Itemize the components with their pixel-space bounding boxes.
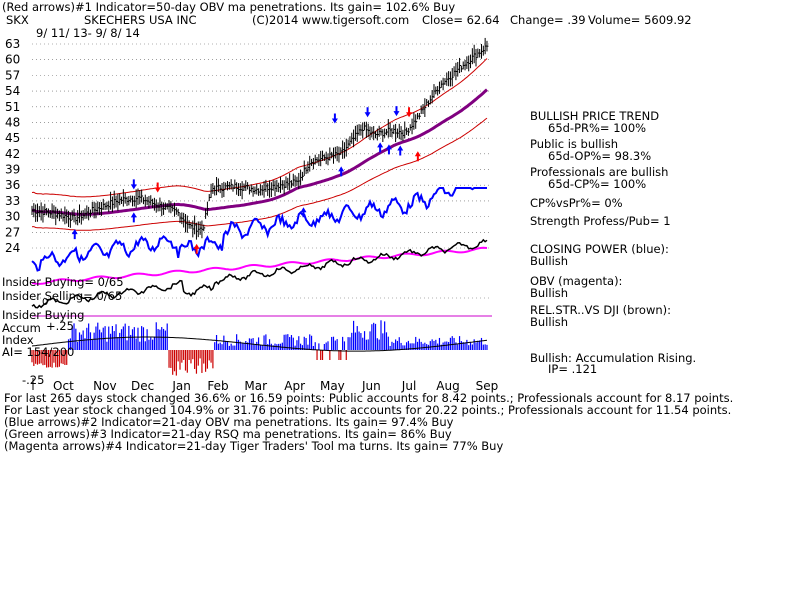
sell-arrow-blue bbox=[331, 113, 338, 124]
buy-arrow-blue bbox=[130, 212, 137, 223]
index-label: Index bbox=[2, 333, 34, 347]
buy-arrow-red bbox=[414, 151, 421, 162]
footer-265-days: For last 265 days stock changed 36.6% or… bbox=[4, 391, 734, 405]
y-tick-label: 33 bbox=[5, 194, 20, 208]
y-tick-label: 60 bbox=[5, 53, 20, 67]
y-tick-label: 39 bbox=[5, 163, 20, 177]
ai-value: AI= 154/200 bbox=[2, 345, 75, 359]
zero-label: 0 bbox=[42, 297, 49, 308]
copyright: (C)2014 www.tigersoft.com bbox=[252, 13, 410, 27]
month-label: May bbox=[320, 379, 345, 393]
month-label: Aug bbox=[436, 379, 459, 393]
closing-power-line bbox=[31, 187, 487, 272]
price-change: Change= .39 bbox=[510, 13, 586, 27]
op-percent: 65d-OP%= 98.3% bbox=[548, 149, 652, 163]
insider-buying-label: Insider Buying bbox=[2, 308, 85, 322]
magenta-arrows-indicator: (Magenta arrows)#4 Indicator=21-day Tige… bbox=[4, 439, 504, 453]
y-tick-label: 36 bbox=[5, 178, 20, 192]
pr-percent: 65d-PR%= 100% bbox=[548, 121, 647, 135]
month-label: Oct bbox=[53, 379, 74, 393]
cp-vs-pr: CP%vsPr%= 0% bbox=[530, 196, 623, 210]
insider-buying: Insider Buying= 0/65 bbox=[2, 275, 124, 289]
green-arrows-indicator: (Green arrows)#3 Indicator=21-day RSQ ma… bbox=[4, 427, 452, 441]
y-tick-label: 57 bbox=[5, 68, 20, 82]
accum-label: Accum bbox=[2, 321, 41, 335]
y-tick-label: 51 bbox=[5, 100, 20, 114]
ip-value: IP= .121 bbox=[548, 362, 598, 376]
sell-arrow-blue bbox=[130, 179, 137, 190]
month-label: Apr bbox=[284, 379, 305, 393]
price-trend: BULLISH PRICE TREND bbox=[530, 109, 660, 123]
moving-average bbox=[31, 88, 488, 216]
company-name: SKECHERS USA INC bbox=[84, 13, 197, 27]
month-label: Jul bbox=[401, 379, 416, 393]
footer-last-year: For Last year stock changed 104.9% or 31… bbox=[4, 403, 732, 417]
strength-ratio: Strength Profess/Pub= 1 bbox=[530, 214, 671, 228]
month-label: Mar bbox=[244, 379, 267, 393]
upper-band bbox=[31, 58, 488, 198]
month-label: Sep bbox=[476, 379, 499, 393]
plus25-label: +.25 bbox=[46, 319, 74, 333]
y-tick-label: 24 bbox=[5, 241, 20, 255]
professionals-status: Professionals are bullish bbox=[530, 165, 669, 179]
buy-arrow-red bbox=[193, 243, 200, 254]
buy-arrow-blue bbox=[385, 144, 392, 155]
month-label: Dec bbox=[131, 379, 154, 393]
sell-arrow-blue bbox=[393, 106, 400, 117]
buy-arrow-blue bbox=[71, 229, 78, 240]
y-tick-label: 54 bbox=[5, 84, 20, 98]
public-status: Public is bullish bbox=[530, 137, 618, 151]
close-price: Close= 62.64 bbox=[422, 13, 500, 27]
accumulation-status: Bullish: Accumulation Rising. bbox=[530, 351, 697, 365]
relative-strength-line bbox=[31, 238, 488, 309]
sell-arrow-red bbox=[154, 182, 161, 193]
closing-power-status: Bullish bbox=[530, 254, 569, 268]
sell-arrow-blue bbox=[364, 107, 371, 118]
red-arrows-indicator: (Red arrows)#1 Indicator=50-day OBV ma p… bbox=[2, 0, 456, 14]
buy-arrow-blue bbox=[338, 166, 345, 177]
date-range: 9/ 11/ 13- 9/ 8/ 14 bbox=[36, 26, 140, 40]
insider-selling: Insider Selling= 0/65 bbox=[2, 289, 123, 303]
buy-arrow-blue bbox=[397, 145, 404, 156]
volume: Volume= 5609.92 bbox=[588, 13, 692, 27]
ticker-symbol: SKX bbox=[6, 13, 29, 27]
y-tick-label: 63 bbox=[5, 37, 20, 51]
month-label: Jun bbox=[361, 379, 381, 393]
lower-band bbox=[31, 117, 488, 231]
accum-ma-line bbox=[31, 336, 488, 352]
y-tick-label: 48 bbox=[5, 115, 20, 129]
relstr-status: Bullish bbox=[530, 315, 569, 329]
month-label: Feb bbox=[207, 379, 228, 393]
obv-label: OBV (magenta): bbox=[530, 274, 623, 288]
buy-arrow-blue bbox=[300, 207, 307, 218]
closing-power-label: CLOSING POWER (blue): bbox=[530, 242, 669, 256]
month-label: Jan bbox=[171, 379, 191, 393]
y-tick-label: 45 bbox=[5, 131, 20, 145]
y-tick-label: 27 bbox=[5, 225, 20, 239]
minus25-label: -.25 bbox=[22, 373, 45, 387]
month-label: Nov bbox=[93, 379, 116, 393]
sell-arrow-red bbox=[406, 107, 413, 118]
y-tick-label: 42 bbox=[5, 147, 20, 161]
relstr-label: REL.STR..VS DJI (brown): bbox=[530, 303, 672, 317]
cp-percent: 65d-CP%= 100% bbox=[548, 177, 647, 191]
obv-status: Bullish bbox=[530, 286, 569, 300]
y-tick-label: 30 bbox=[5, 210, 20, 224]
obv-line bbox=[31, 246, 488, 285]
buy-arrow-blue bbox=[377, 142, 384, 153]
blue-arrows-indicator: (Blue arrows)#2 Indicator=21-day OBV ma … bbox=[4, 415, 454, 429]
